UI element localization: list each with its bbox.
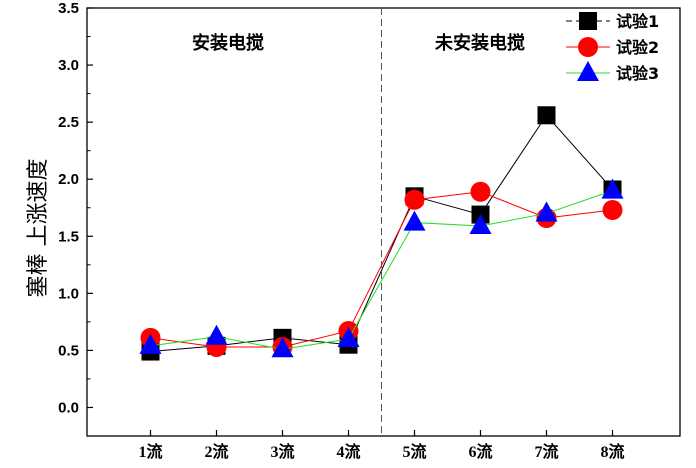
legend-label: 试验1 xyxy=(616,12,659,31)
x-tick-label: 1流 xyxy=(138,442,162,461)
data-point xyxy=(602,200,623,221)
x-tick-label: 6流 xyxy=(468,442,492,461)
region-label-installed: 安装电搅 xyxy=(192,32,264,54)
x-tick-label: 8流 xyxy=(600,442,624,461)
legend-marker xyxy=(577,61,599,81)
plot-frame xyxy=(86,7,681,437)
series-layer xyxy=(139,106,624,361)
x-tick-label: 3流 xyxy=(270,442,294,461)
y-tick-label: 3.0 xyxy=(58,57,79,74)
y-tick-label: 3.5 xyxy=(58,0,79,17)
y-axis-ticks: 0.0 0.5 1.0 1.5 2.0 2.5 3.0 3.5 xyxy=(58,0,93,416)
y-tick-label: 1.5 xyxy=(58,228,79,245)
data-point xyxy=(404,189,425,210)
y-tick-label: 0.5 xyxy=(58,342,79,359)
x-tick-label: 5流 xyxy=(402,442,426,461)
legend-marker xyxy=(579,12,597,30)
data-point xyxy=(535,201,558,222)
legend-label: 试验3 xyxy=(616,64,659,83)
series-line xyxy=(150,114,613,353)
x-tick-label: 2流 xyxy=(204,442,228,461)
series-line xyxy=(150,190,613,350)
x-tick-label: 4流 xyxy=(336,442,360,461)
data-point xyxy=(139,333,162,354)
legend: 试验1 试验2 试验3 xyxy=(566,12,659,83)
data-point xyxy=(337,326,360,347)
legend-label: 试验2 xyxy=(616,38,659,57)
data-point xyxy=(205,324,228,345)
data-point xyxy=(469,213,492,234)
series-line xyxy=(150,191,613,348)
x-tick-label: 7流 xyxy=(534,442,558,461)
series-3 xyxy=(139,178,624,358)
x-axis-ticks: 1流 2流 3流 4流 5流 6流 7流 8流 xyxy=(138,430,625,461)
data-point xyxy=(537,106,556,125)
legend-marker xyxy=(578,37,598,57)
data-point xyxy=(601,178,624,199)
data-point xyxy=(271,337,294,358)
data-point xyxy=(403,210,426,231)
y-tick-label: 0.0 xyxy=(58,399,79,416)
y-tick-label: 2.5 xyxy=(58,114,79,131)
y-tick-label: 2.0 xyxy=(58,171,79,188)
region-label-not-installed: 未安装电搅 xyxy=(435,32,525,54)
y-tick-label: 1.0 xyxy=(58,285,79,302)
data-point xyxy=(470,181,491,202)
y-axis-label: 塞棒 上涨速度 xyxy=(26,159,51,298)
